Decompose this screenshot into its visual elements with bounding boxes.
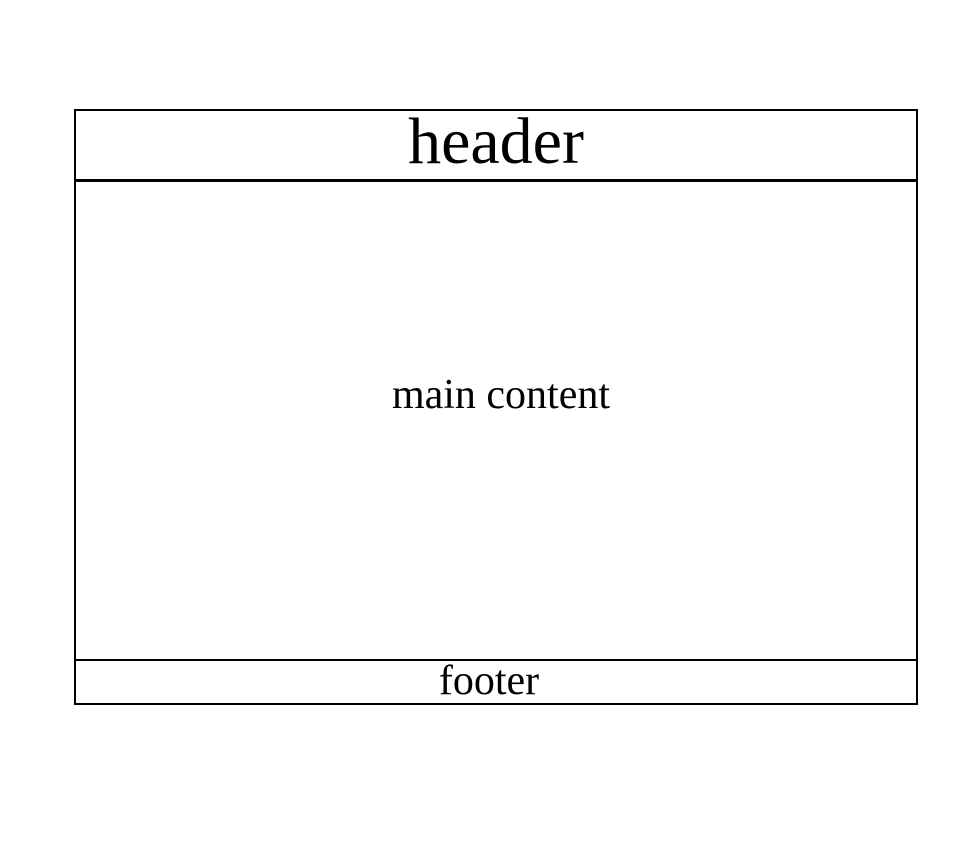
main-content-label: main content	[391, 371, 611, 418]
footer-label: footer	[438, 658, 540, 704]
layout-diagram: header main content footer	[74, 109, 918, 705]
header-label: header	[408, 105, 584, 178]
header-box: header	[76, 105, 916, 182]
main-content-box: main content	[76, 182, 916, 659]
footer-box: footer	[76, 659, 918, 705]
